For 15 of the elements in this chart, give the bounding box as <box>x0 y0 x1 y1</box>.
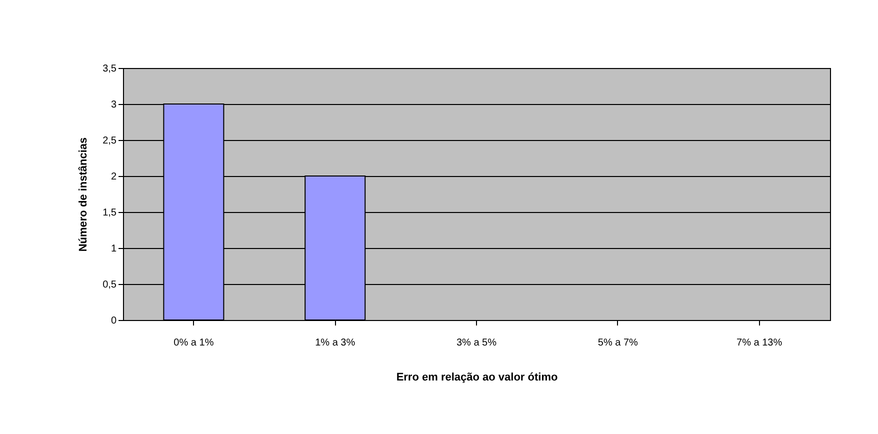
y-tick-label: 0,5 <box>102 280 117 290</box>
y-axis-title: Número de instâncias <box>78 137 90 252</box>
x-tick-label: 7% a 13% <box>736 338 782 348</box>
y-tick-label: 3 <box>110 100 117 110</box>
y-tick-label: 1,5 <box>102 208 117 218</box>
y-tick-label: 2,5 <box>102 136 117 146</box>
x-tick-label: 5% a 7% <box>598 338 638 348</box>
x-axis-title: Erro em relação ao valor ótimo <box>396 372 558 384</box>
y-tick-label: 3,5 <box>102 64 117 74</box>
y-tick-label: 0 <box>110 316 117 326</box>
x-tick-label: 3% a 5% <box>456 338 497 348</box>
x-tick-label: 1% a 3% <box>315 338 356 348</box>
y-tick-label: 2 <box>110 172 117 182</box>
y-tick-label: 1 <box>110 244 117 254</box>
x-tick-label: 0% a 1% <box>174 338 214 348</box>
